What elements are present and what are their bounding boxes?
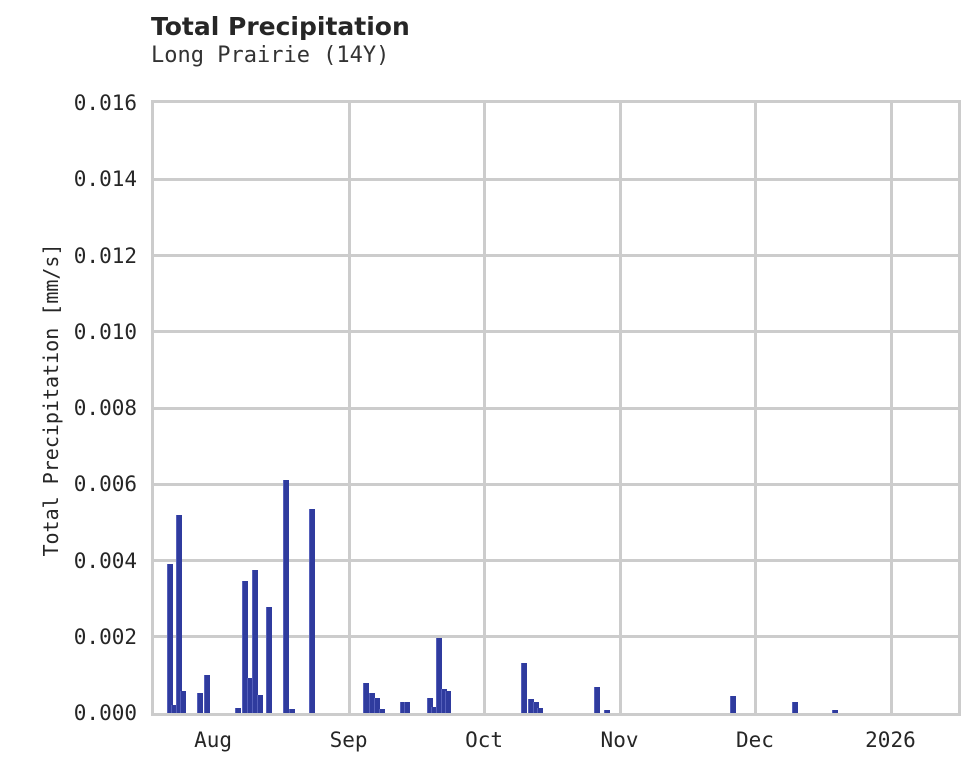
bar [363,682,370,713]
bar [792,702,799,713]
y-axis-tick-labels: 0.000 0.002 0.004 0.006 0.008 0.010 0.012 0.014… [0,0,137,780]
bar [404,702,411,713]
bar [283,480,290,713]
bar [536,708,543,713]
gridline-vertical [618,103,622,713]
plot-inner [154,103,958,713]
bar [180,690,187,713]
y-axis-tick-label: 0.006 [73,472,137,497]
bar [379,709,386,713]
bar [252,570,259,713]
bar [532,701,539,713]
bar [730,695,737,713]
bar [431,707,438,713]
y-axis-tick-label: 0.012 [73,243,137,268]
y-axis-tick-label: 0.002 [73,624,137,649]
x-axis-tick-label: Nov [600,728,639,752]
bar [166,564,173,713]
x-axis-tick-label: Dec [736,728,774,752]
page-title: Total Precipitation [151,12,410,41]
bar [175,514,182,713]
bar [441,689,448,713]
bar [256,694,263,713]
bar [289,709,296,713]
plot-area [151,100,961,716]
bar [445,690,452,713]
x-axis-tick-label: 2026 [865,728,916,752]
bar [171,704,178,713]
gridline-horizontal [154,559,958,562]
y-axis-tick-label: 0.000 [73,701,137,725]
y-axis-tick-label: 0.008 [73,396,137,420]
gridline-horizontal [154,406,958,410]
bar [235,708,242,713]
bar [246,677,253,713]
title-block: Total Precipitation Long Prairie (14Y) [151,12,851,70]
bar [831,709,838,713]
gridline-horizontal [154,482,958,486]
gridline-horizontal [154,635,958,639]
y-axis-tick-label: 0.016 [73,91,137,115]
bar [242,581,249,713]
chart-subtitle: Long Prairie (14Y) [151,43,390,68]
y-axis-tick-label: 0.014 [73,167,137,192]
y-axis-tick-label: 0.004 [73,548,137,573]
bar [265,607,272,713]
bar [604,709,611,713]
bar [309,509,316,713]
bar [436,637,443,713]
x-axis-tick-label: Oct [465,728,503,752]
bar [520,663,527,713]
bar [427,697,434,713]
x-axis-tick-label: Sep [329,728,368,752]
bar [593,687,600,713]
gridline-vertical [483,103,487,713]
gridline-vertical [347,103,351,713]
bar [369,693,376,713]
gridline-vertical [754,103,758,713]
bar [374,697,381,713]
gridline-vertical [889,103,893,713]
gridline-horizontal [154,330,958,334]
x-axis-tick-label: Aug [194,728,233,752]
bar [400,701,407,713]
gridline-horizontal [154,254,958,257]
bar [527,698,534,713]
y-axis-tick-label: 0.010 [73,319,137,344]
bar [203,674,210,713]
bar [197,693,204,713]
gridline-horizontal [154,177,958,181]
